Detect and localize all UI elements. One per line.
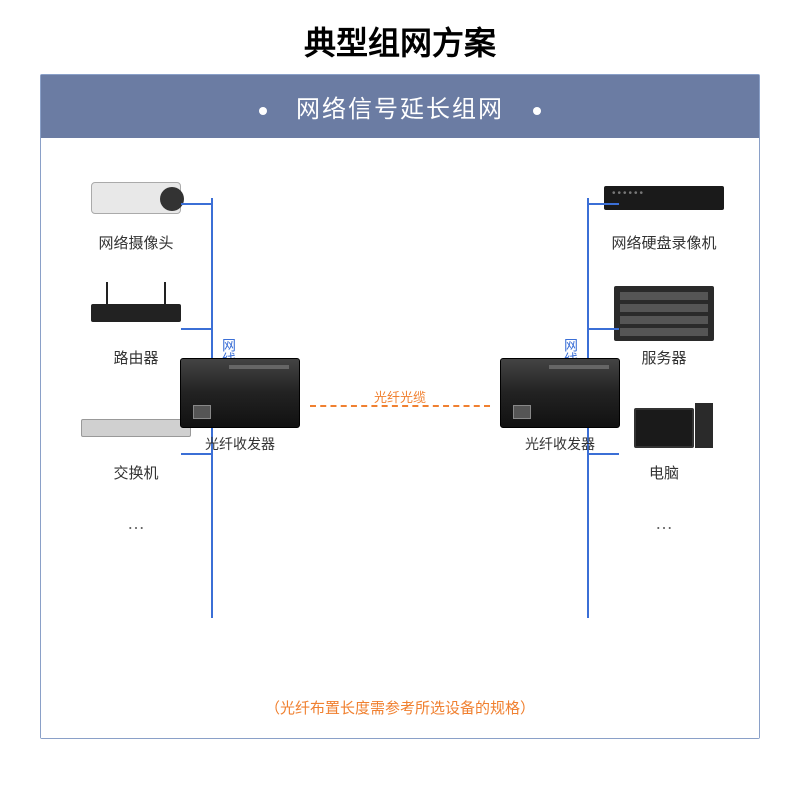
nvr-icon [599, 168, 729, 228]
transceiver-label: 光纤收发器 [180, 434, 300, 454]
server-icon [599, 283, 729, 343]
connector-line [181, 203, 211, 205]
transceiver-right: 光纤收发器 [500, 358, 620, 454]
dot-icon [259, 107, 267, 115]
transceiver-icon [500, 358, 620, 428]
device-label: 交换机 [71, 462, 201, 483]
right-device-column: 网络硬盘录像机 服务器 电脑 … [599, 168, 729, 534]
fiber-label: 光纤光缆 [374, 387, 426, 406]
dot-icon [533, 107, 541, 115]
ellipsis: … [71, 513, 201, 534]
connector-line [589, 203, 619, 205]
transceiver-icon [180, 358, 300, 428]
left-device-column: 网络摄像头 路由器 交换机 … [71, 168, 201, 534]
router-icon [71, 283, 201, 343]
fiber-line: 光纤光缆 [310, 405, 490, 407]
transceiver-label: 光纤收发器 [500, 434, 620, 454]
footer-note: （光纤布置长度需参考所选设备的规格） [41, 697, 759, 718]
connector-line [589, 328, 619, 330]
subtitle-text: 网络信号延长组网 [296, 96, 504, 123]
device-router: 路由器 [71, 283, 201, 368]
device-nvr: 网络硬盘录像机 [599, 168, 729, 253]
ellipsis: … [599, 513, 729, 534]
device-camera: 网络摄像头 [71, 168, 201, 253]
device-label: 电脑 [599, 462, 729, 483]
device-label: 网络硬盘录像机 [599, 232, 729, 253]
network-diagram: 网络摄像头 路由器 交换机 … 网络硬盘录像机 服务器 [41, 138, 759, 738]
sub-header: 网络信号延长组网 [41, 75, 759, 138]
camera-icon [71, 168, 201, 228]
center-transceiver-group: 光纤收发器 光纤光缆 光纤收发器 [180, 358, 620, 454]
device-server: 服务器 [599, 283, 729, 368]
transceiver-left: 光纤收发器 [180, 358, 300, 454]
diagram-panel: 网络信号延长组网 网络摄像头 路由器 交换机 … 网络硬盘录像机 [40, 74, 760, 739]
main-title: 典型组网方案 [0, 0, 800, 74]
connector-line [181, 328, 211, 330]
device-label: 网络摄像头 [71, 232, 201, 253]
